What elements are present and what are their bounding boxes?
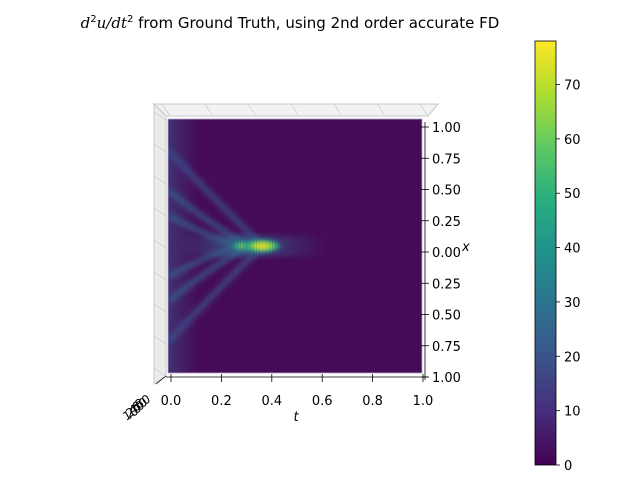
z-tick-label: 20 — [124, 401, 144, 421]
colorbar-tick-label: 10 — [564, 405, 581, 420]
t-tick-label: 0.6 — [312, 394, 333, 409]
colorbar-tick-label: 50 — [564, 187, 581, 202]
colorbar-ticks: 0 10 20 30 40 50 60 70 — [556, 78, 581, 474]
pane-gridline — [153, 111, 167, 121]
pane-gridline — [153, 271, 167, 281]
z-axis-line — [155, 375, 167, 385]
x-tick-label: 0.25 — [432, 215, 461, 230]
pane-gridline — [290, 103, 300, 117]
pane-gridline — [376, 103, 386, 117]
chart-title: d2u/dt2 from Ground Truth, using 2nd ord… — [80, 14, 500, 32]
pane-gridline — [161, 103, 171, 117]
pane-gridline — [153, 175, 167, 185]
t-tick-label: 0.0 — [161, 394, 182, 409]
pane-gridline — [153, 143, 167, 153]
pane-gridline — [204, 103, 214, 117]
t-axis-label: t — [293, 410, 299, 425]
back-pane — [152, 103, 440, 117]
x-tick-label: 0.00 — [432, 246, 461, 261]
heatmap-surface — [168, 119, 422, 373]
pane-gridline — [247, 103, 257, 117]
wave-arm — [168, 147, 265, 249]
wave-arm — [168, 243, 265, 345]
pane-gridline — [153, 367, 167, 377]
pane-gridline — [153, 239, 167, 249]
colorbar-tick-label: 70 — [564, 78, 581, 93]
pane-gridline — [153, 335, 167, 345]
x-axis-ticks: 1.00 0.75 0.50 0.25 0.00 0.25 0.50 0.75 1.00 — [421, 121, 461, 386]
x-tick-label: 0.25 — [432, 277, 461, 292]
pane-gridline — [419, 103, 429, 117]
x-tick-label: 0.50 — [432, 184, 461, 199]
pane-gridline — [153, 207, 167, 217]
z-tick-label: 40 — [127, 398, 147, 418]
x-tick-label: 0.75 — [432, 152, 461, 167]
x-tick-label: 1.00 — [432, 121, 461, 136]
x-tick-label: 0.50 — [432, 309, 461, 324]
z-tick-label: 10 — [121, 404, 141, 424]
main-peak — [240, 238, 284, 254]
pane-grid — [153, 103, 429, 377]
pane-gridline — [333, 103, 343, 117]
colorbar-tick-label: 60 — [564, 133, 581, 148]
t-tick-label: 0.2 — [211, 394, 232, 409]
axes-frame — [152, 102, 440, 385]
z-tick-label: 80 — [133, 392, 153, 412]
x-axis-label: x — [461, 240, 470, 255]
t-axis-ticks: 0.0 0.2 0.4 0.6 0.8 1.0 — [161, 374, 434, 409]
pane-gridline — [153, 303, 167, 313]
surface-mesh-lines — [169, 119, 420, 373]
t-tick-label: 0.4 — [261, 394, 282, 409]
surface-border — [167, 118, 423, 374]
colorbar-tick-label: 0 — [564, 459, 572, 474]
z-tick-label: 60 — [130, 395, 150, 415]
colorbar-tick-label: 40 — [564, 242, 581, 257]
x-tick-label: 1.00 — [432, 371, 461, 386]
colorbar — [534, 40, 557, 466]
t-tick-label: 1.0 — [413, 394, 434, 409]
x-tick-label: 0.75 — [432, 340, 461, 355]
t-tick-label: 0.8 — [362, 394, 383, 409]
colorbar-tick-label: 20 — [564, 350, 581, 365]
colorbar-tick-label: 30 — [564, 296, 581, 311]
